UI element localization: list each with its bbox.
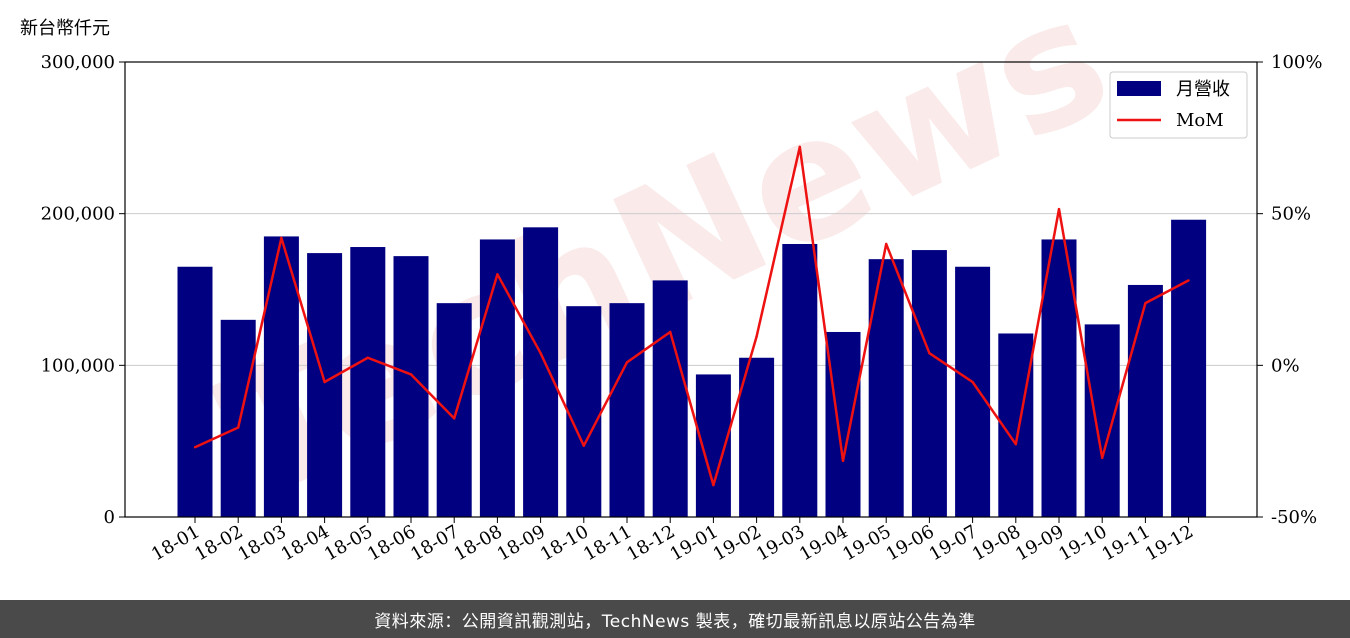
y2-tick-label-3: 100%: [1271, 52, 1322, 73]
bar-19-11: [1127, 284, 1163, 517]
bar-18-08: [479, 239, 515, 517]
source-footer: 資料來源：公開資訊觀測站，TechNews 製表，確切最新訊息以原站公告為準: [0, 600, 1350, 638]
x-tick-label-18-07: 18-07: [407, 521, 462, 565]
mom-point-19-04: [841, 459, 845, 463]
x-tick-label-19-12: 19-12: [1142, 521, 1197, 565]
bar-18-07: [436, 303, 472, 517]
x-tick-label-18-09: 18-09: [494, 521, 549, 565]
bar-18-05: [350, 247, 386, 517]
x-tick-label-19-10: 19-10: [1055, 521, 1110, 565]
mom-point-18-12: [669, 330, 672, 334]
x-tick-label-18-02: 18-02: [191, 521, 246, 565]
mom-line: [194, 145, 1190, 487]
legend: 月營收 MoM: [1109, 71, 1248, 139]
mom-point-18-02: [237, 426, 240, 429]
mom-point-18-06: [409, 373, 413, 376]
mom-point-19-11: [1144, 301, 1147, 305]
mom-point-18-07: [453, 417, 456, 420]
bar-19-03: [782, 244, 818, 517]
x-tick-label-19-04: 19-04: [796, 521, 851, 565]
x-tick-label-19-09: 19-09: [1012, 521, 1067, 565]
combo-chart: TechNews 0100,000200,000300,000-50%0%50%…: [20, 0, 1322, 565]
mom-point-18-04: [323, 380, 326, 384]
bar-19-06: [911, 250, 947, 517]
mom-point-18-08: [496, 273, 499, 276]
x-tick-label-18-01: 18-01: [148, 521, 203, 565]
x-tick-label-18-10: 18-10: [537, 521, 592, 565]
bar-19-05: [868, 259, 904, 517]
y2-tick-label-0: -50%: [1271, 507, 1317, 528]
bar-18-12: [652, 280, 688, 517]
bar-18-09: [523, 227, 559, 517]
legend-label-mom: MoM: [1176, 110, 1224, 131]
mom-point-19-09: [1057, 207, 1061, 211]
bar-19-04: [825, 331, 861, 517]
bars: [177, 219, 1207, 518]
mom-point-19-12: [1187, 279, 1190, 282]
x-tick-label-19-03: 19-03: [753, 521, 808, 565]
x-tick-label-19-02: 19-02: [710, 521, 765, 565]
bar-19-10: [1084, 324, 1120, 517]
mom-point-19-10: [1101, 456, 1104, 460]
y-tick-label-1: 100,000: [41, 355, 115, 376]
mom-point-19-05: [885, 242, 888, 246]
x-tick-label-19-05: 19-05: [839, 521, 894, 565]
x-tick-label-18-05: 18-05: [321, 521, 376, 565]
x-tick-label-19-11: 19-11: [1098, 521, 1153, 565]
y2-tick-label-2: 50%: [1271, 204, 1311, 225]
mom-point-19-03: [798, 145, 801, 149]
bar-18-03: [263, 236, 299, 518]
x-tick-label-18-03: 18-03: [234, 521, 289, 565]
bar-19-12: [1171, 219, 1207, 518]
mom-point-19-01: [712, 483, 715, 487]
x-tick-label-19-01: 19-01: [666, 521, 721, 565]
x-tick-label-18-08: 18-08: [450, 521, 505, 565]
y2-tick-label-1: 0%: [1271, 355, 1300, 376]
y-tick-label-0: 0: [104, 507, 115, 528]
mom-point-18-11: [625, 361, 629, 364]
mom-point-19-08: [1014, 443, 1017, 446]
bar-19-02: [739, 357, 775, 517]
bar-18-11: [609, 303, 645, 517]
x-tick-label-19-08: 19-08: [969, 521, 1024, 565]
mom-point-18-09: [539, 352, 542, 355]
mom-point-18-05: [366, 356, 369, 359]
mom-point-19-07: [971, 380, 974, 384]
y-tick-label-2: 200,000: [41, 204, 115, 225]
bar-18-04: [307, 253, 343, 517]
mom-point-18-10: [582, 444, 585, 447]
x-tick-label-19-07: 19-07: [926, 521, 981, 565]
mom-point-19-02: [755, 335, 758, 338]
plot-frame: [124, 61, 1258, 518]
x-tick-label-19-06: 19-06: [882, 521, 937, 565]
x-tick-label-18-06: 18-06: [364, 521, 419, 565]
mom-line-layer: [193, 145, 1190, 487]
x-tick-label-18-12: 18-12: [623, 521, 678, 565]
y-axis-unit-label: 新台幣仟元: [20, 18, 110, 39]
bar-18-02: [220, 319, 256, 517]
x-tick-label-18-11: 18-11: [580, 521, 635, 565]
bar-18-10: [566, 306, 602, 517]
legend-swatch-bar: [1117, 81, 1161, 96]
mom-point-18-03: [280, 236, 283, 240]
mom-point-19-06: [928, 352, 931, 355]
legend-label-revenue: 月營收: [1176, 79, 1230, 100]
bar-19-07: [955, 266, 991, 517]
bar-18-01: [177, 266, 213, 517]
y-tick-label-3: 300,000: [41, 52, 115, 73]
bar-19-09: [1041, 239, 1077, 517]
mom-point-18-01: [193, 446, 197, 449]
